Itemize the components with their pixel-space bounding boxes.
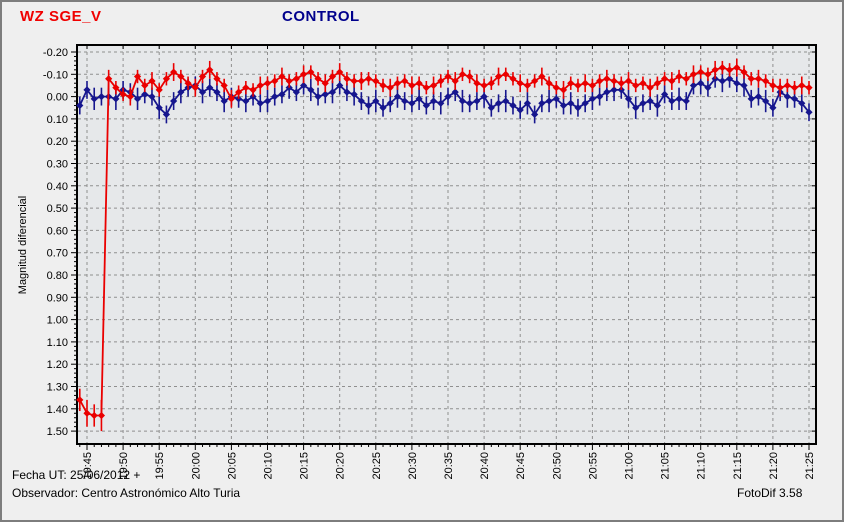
target-star-title: WZ SGE_V bbox=[20, 8, 102, 25]
svg-text:0.00: 0.00 bbox=[47, 92, 68, 104]
svg-text:21:15: 21:15 bbox=[732, 452, 744, 480]
svg-text:0.90: 0.90 bbox=[47, 292, 68, 304]
svg-text:21:10: 21:10 bbox=[696, 452, 708, 480]
svg-text:20:50: 20:50 bbox=[551, 452, 563, 480]
gridlines bbox=[78, 46, 815, 443]
observer-label: Observador: Centro Astronómico Alto Turi… bbox=[12, 486, 241, 500]
svg-text:19:55: 19:55 bbox=[154, 452, 166, 480]
svg-text:21:20: 21:20 bbox=[768, 452, 780, 480]
svg-text:20:25: 20:25 bbox=[371, 452, 383, 480]
svg-text:1.20: 1.20 bbox=[47, 359, 68, 371]
x-axis-labels: 19:45 19:50 19:55 20:00 20:05 20:10 20:15 20:20… bbox=[82, 452, 816, 480]
svg-text:20:40: 20:40 bbox=[479, 452, 491, 480]
y-axis-title: Magnitud diferencial bbox=[17, 196, 29, 294]
svg-text:1.30: 1.30 bbox=[47, 382, 68, 394]
svg-text:1.40: 1.40 bbox=[47, 404, 68, 416]
svg-text:1.50: 1.50 bbox=[47, 426, 68, 438]
svg-text:0.40: 0.40 bbox=[47, 181, 68, 193]
svg-text:-0.20: -0.20 bbox=[43, 47, 68, 59]
software-version-label: FotoDif 3.58 bbox=[737, 486, 803, 500]
y-axis-labels: -0.20 -0.10 0.00 0.10 0.20 0.30 0.40 0.50 0.60 0.… bbox=[43, 47, 68, 438]
svg-text:0.60: 0.60 bbox=[47, 225, 68, 237]
svg-text:20:35: 20:35 bbox=[443, 452, 455, 480]
svg-text:0.50: 0.50 bbox=[47, 203, 68, 215]
svg-text:20:45: 20:45 bbox=[515, 452, 527, 480]
svg-text:1.00: 1.00 bbox=[47, 315, 68, 327]
series-wz-sge-v bbox=[76, 58, 813, 432]
svg-text:1.10: 1.10 bbox=[47, 337, 68, 349]
svg-text:19:45: 19:45 bbox=[82, 452, 94, 480]
plot-area bbox=[77, 45, 816, 444]
svg-text:-0.10: -0.10 bbox=[43, 69, 68, 81]
plot-frame bbox=[76, 44, 817, 445]
svg-text:19:50: 19:50 bbox=[118, 452, 130, 480]
svg-text:20:20: 20:20 bbox=[335, 452, 347, 480]
date-ut-label: Fecha UT: 25/06/2012 + bbox=[12, 468, 141, 482]
svg-text:20:00: 20:00 bbox=[190, 452, 202, 480]
svg-text:0.30: 0.30 bbox=[47, 159, 68, 171]
svg-text:0.10: 0.10 bbox=[47, 114, 68, 126]
svg-text:20:15: 20:15 bbox=[299, 452, 311, 480]
svg-text:21:25: 21:25 bbox=[804, 452, 816, 480]
svg-text:20:30: 20:30 bbox=[407, 452, 419, 480]
svg-text:20:55: 20:55 bbox=[587, 452, 599, 480]
chart-title: CONTROL bbox=[282, 8, 360, 25]
svg-text:0.20: 0.20 bbox=[47, 136, 68, 148]
svg-text:20:10: 20:10 bbox=[263, 452, 275, 480]
svg-text:0.70: 0.70 bbox=[47, 248, 68, 260]
svg-text:21:05: 21:05 bbox=[660, 452, 672, 480]
svg-text:21:00: 21:00 bbox=[624, 452, 636, 480]
svg-text:0.80: 0.80 bbox=[47, 270, 68, 282]
svg-text:20:05: 20:05 bbox=[226, 452, 238, 480]
data-point-markers bbox=[76, 64, 813, 420]
